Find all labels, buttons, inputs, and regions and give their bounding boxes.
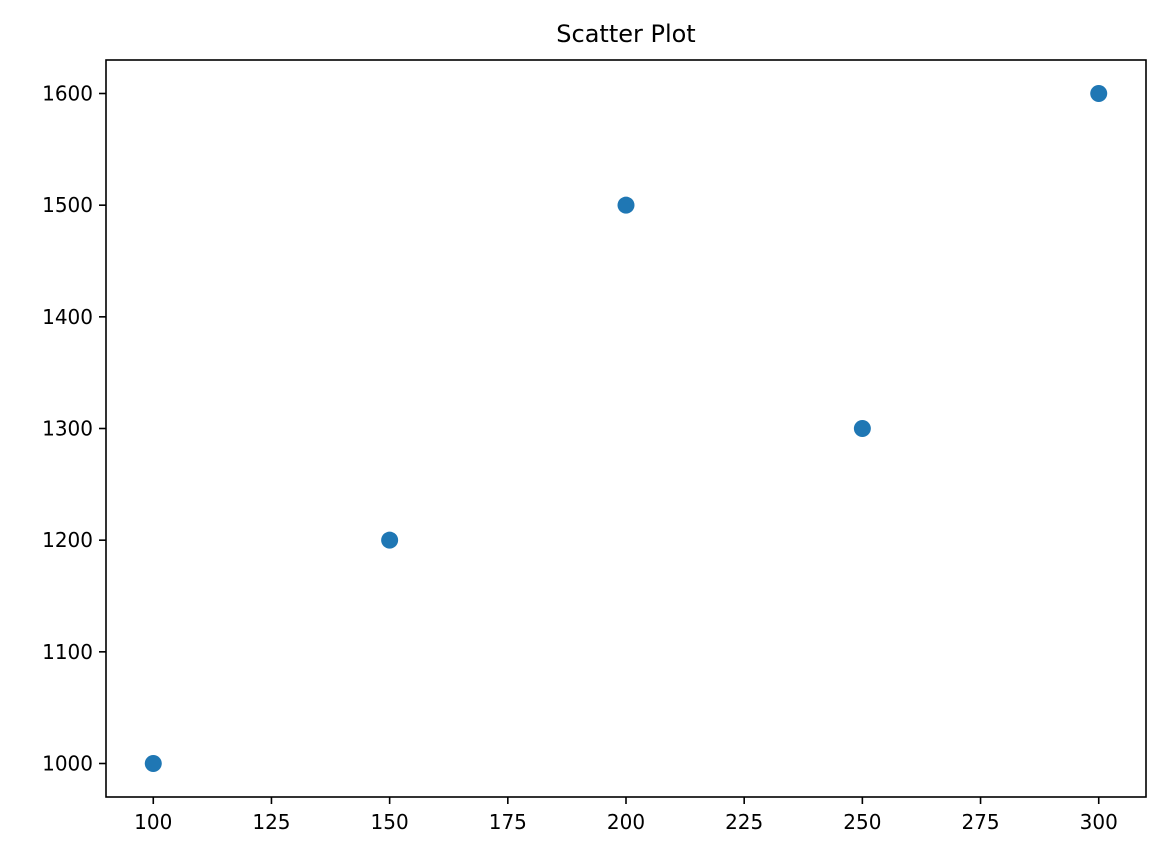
y-tick-label: 1000 bbox=[42, 752, 93, 776]
scatter-point bbox=[144, 755, 162, 772]
y-tick-label: 1500 bbox=[42, 193, 93, 217]
y-tick-label: 1400 bbox=[42, 305, 93, 329]
x-tick-label: 300 bbox=[1080, 810, 1118, 834]
y-tick-label: 1100 bbox=[42, 640, 93, 664]
data-points bbox=[144, 85, 1108, 772]
x-tick-label: 275 bbox=[961, 810, 999, 834]
x-tick-label: 150 bbox=[371, 810, 409, 834]
y-tick-label: 1300 bbox=[42, 417, 93, 441]
x-tick-label: 250 bbox=[843, 810, 881, 834]
scatter-point bbox=[1090, 85, 1108, 102]
x-tick-label: 200 bbox=[607, 810, 645, 834]
y-tick-label: 1600 bbox=[42, 82, 93, 106]
x-tick-label: 100 bbox=[134, 810, 172, 834]
x-tick-label: 225 bbox=[725, 810, 763, 834]
chart-title: Scatter Plot bbox=[556, 20, 695, 48]
plot-frame bbox=[105, 59, 1147, 798]
y-axis: 1000 1100 1200 1300 1400 1500 1600 bbox=[42, 82, 106, 776]
scatter-point bbox=[381, 531, 399, 549]
x-tick-label: 125 bbox=[252, 810, 290, 834]
y-tick-label: 1200 bbox=[42, 528, 93, 552]
x-axis: 100 125 150 175 200 225 250 275 300 bbox=[134, 797, 1118, 834]
scatter-point bbox=[853, 420, 871, 437]
x-tick-label: 175 bbox=[489, 810, 527, 834]
scatter-point bbox=[617, 196, 635, 214]
